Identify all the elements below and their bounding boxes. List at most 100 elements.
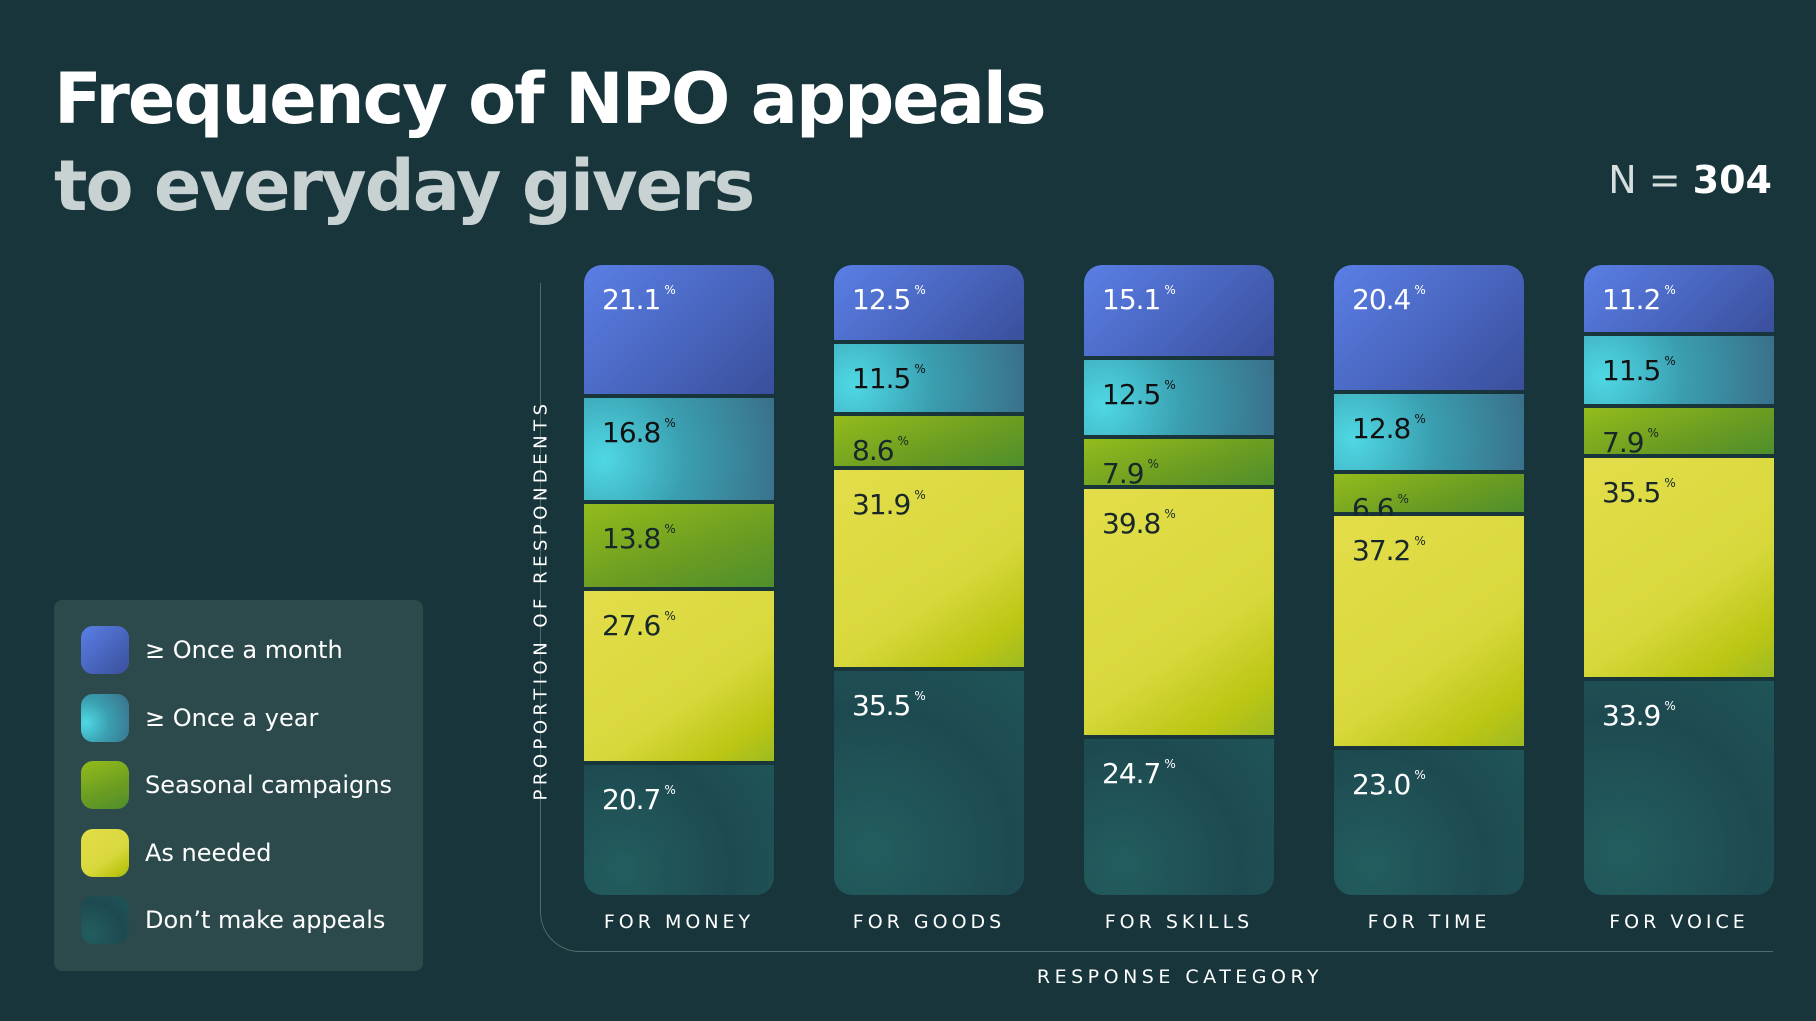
legend: ≥ Once a month ≥ Once a year Seasonal camp…: [54, 600, 423, 971]
data-label-value: 13.8: [602, 521, 661, 555]
legend-swatch: [81, 828, 129, 877]
legend-item: As needed: [81, 828, 272, 877]
bar-segment: 16.8%: [584, 397, 774, 500]
data-label: 13.8%: [602, 521, 676, 555]
data-label: 20.7%: [602, 782, 676, 816]
data-label-unit: %: [664, 782, 675, 797]
data-label: 16.8%: [602, 415, 676, 449]
data-label-unit: %: [1164, 506, 1175, 521]
data-label-value: 15.1: [1102, 283, 1161, 316]
data-label-unit: %: [914, 488, 925, 503]
data-label-value: 20.4: [1352, 283, 1411, 316]
data-label-unit: %: [664, 415, 675, 430]
data-label-value: 7.9: [1102, 456, 1145, 490]
data-label-value: 8.6: [852, 434, 895, 468]
legend-swatch: [81, 896, 129, 944]
data-label-value: 11.5: [1602, 353, 1661, 387]
bar-segment: 11.5%: [834, 343, 1024, 413]
legend-swatch: [81, 626, 129, 674]
x-tick-label: FOR TIME: [1367, 911, 1491, 933]
sample-size: N = 304: [1608, 158, 1772, 202]
data-label-value: 12.8: [1352, 411, 1411, 445]
data-label: 20.4%: [1352, 283, 1426, 316]
data-label: 35.5%: [1602, 475, 1676, 509]
sample-size-value: 304: [1692, 158, 1772, 202]
data-label: 7.9%: [1102, 456, 1159, 490]
bar-segment: 11.2%: [1584, 265, 1774, 332]
data-label-unit: %: [1414, 411, 1425, 426]
stacked-bar: 21.1% 16.8% 13.8% 27.6% 20.7%: [584, 265, 774, 895]
x-tick-label: FOR MONEY: [603, 911, 755, 933]
legend-label: As needed: [145, 838, 272, 867]
legend-swatch: [81, 693, 129, 742]
data-label: 39.8%: [1102, 506, 1176, 540]
stacked-bar: 12.5% 11.5% 8.6% 31.9% 35.5%: [834, 265, 1024, 895]
data-label-unit: %: [1664, 283, 1675, 297]
axis-lines: [540, 283, 1773, 952]
data-label-unit: %: [1397, 492, 1409, 507]
data-label-value: 23.0: [1352, 768, 1411, 802]
legend-label: ≥ Once a month: [145, 636, 343, 664]
data-label-unit: %: [664, 521, 675, 536]
bar-segment: 35.5%: [1584, 457, 1774, 678]
bar-segment: 12.5%: [834, 265, 1024, 340]
data-label: 37.2%: [1352, 533, 1426, 567]
data-label: 8.6%: [852, 434, 909, 468]
data-label-unit: %: [1164, 283, 1175, 297]
data-label-unit: %: [1664, 699, 1675, 714]
legend-swatch: [81, 761, 129, 809]
x-tick-label: FOR SKILLS: [1104, 911, 1254, 933]
data-label-value: 21.1: [602, 283, 661, 316]
data-label-value: 20.7: [602, 782, 661, 816]
data-label: 21.1%: [602, 283, 676, 316]
data-label-value: 37.2: [1352, 533, 1411, 567]
data-label-unit: %: [914, 361, 925, 376]
stacked-bar: 15.1% 12.5% 7.9% 39.8% 24.7%: [1084, 265, 1274, 895]
data-label-value: 24.7: [1102, 757, 1161, 791]
stacked-bar: 11.2% 11.5% 7.9% 35.5% 33.9%: [1584, 265, 1774, 895]
chart-title: Frequency of NPO appeals: [54, 58, 1047, 140]
bar-segment: 12.8%: [1334, 393, 1524, 471]
data-label-unit: %: [1164, 378, 1175, 393]
y-axis-label: PROPORTION OF RESPONDENTS: [530, 399, 552, 801]
data-label-unit: %: [914, 689, 925, 704]
legend-item: Seasonal campaigns: [81, 761, 392, 809]
data-label-unit: %: [1147, 456, 1159, 471]
data-label: 7.9%: [1602, 426, 1659, 459]
data-label: 12.8%: [1352, 411, 1426, 445]
legend-label: Don’t make appeals: [145, 906, 386, 934]
data-label-unit: %: [664, 283, 675, 297]
data-label-unit: %: [897, 434, 909, 449]
bar-segment: 35.5%: [834, 671, 1024, 895]
legend-label: Seasonal campaigns: [145, 771, 392, 799]
bar-segment: 33.9%: [1584, 681, 1774, 895]
data-label-unit: %: [1647, 426, 1659, 440]
bar-segment: 24.7%: [1084, 739, 1274, 895]
data-label: 11.5%: [852, 361, 926, 395]
sample-size-label: N =: [1608, 158, 1681, 202]
data-label-value: 35.5: [852, 689, 911, 723]
data-label: 15.1%: [1102, 283, 1176, 316]
data-label: 24.7%: [1102, 757, 1176, 791]
bar-segment: 37.2%: [1334, 515, 1524, 747]
legend-item: ≥ Once a year: [81, 693, 318, 742]
data-label-value: 35.5: [1602, 475, 1661, 509]
legend-item: ≥ Once a month: [81, 626, 343, 674]
data-label-unit: %: [1414, 768, 1425, 783]
bar-segment: 20.7%: [584, 764, 774, 895]
data-label: 12.5%: [852, 283, 926, 316]
chart-subtitle: to everyday givers: [54, 145, 755, 227]
bar-segment: 31.9%: [834, 470, 1024, 668]
data-label-unit: %: [1414, 283, 1425, 297]
bar-segment: 6.6%: [1334, 474, 1524, 525]
data-label-value: 7.9: [1602, 426, 1645, 459]
bar-segment: 7.9%: [1584, 408, 1774, 459]
data-label-value: 11.5: [852, 361, 911, 395]
x-axis-label: RESPONSE CATEGORY: [1036, 966, 1324, 988]
data-label-value: 39.8: [1102, 506, 1161, 540]
data-label-unit: %: [664, 608, 675, 623]
bar-segment: 7.9%: [1084, 438, 1274, 490]
data-label: 31.9%: [852, 488, 926, 521]
data-label-unit: %: [1664, 353, 1675, 368]
bar-segment: 39.8%: [1084, 488, 1274, 736]
